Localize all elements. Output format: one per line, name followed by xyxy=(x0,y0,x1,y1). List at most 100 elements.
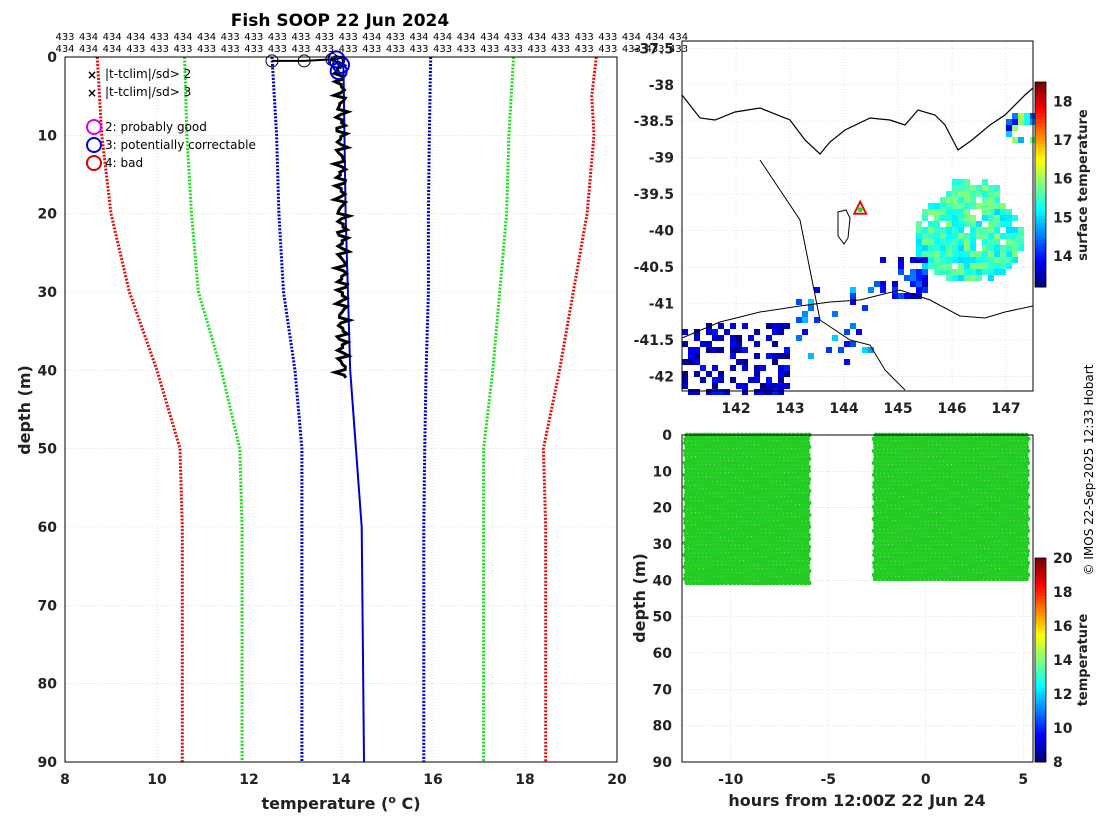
time-depth-point xyxy=(958,484,964,490)
time-depth-point xyxy=(950,504,956,510)
time-depth-point xyxy=(942,512,948,518)
time-depth-point xyxy=(767,536,773,542)
time-depth-point xyxy=(912,576,918,582)
time-depth-point xyxy=(771,556,777,562)
sst-cell xyxy=(958,233,964,239)
time-depth-point xyxy=(701,572,706,578)
time-depth-point xyxy=(702,568,707,574)
time-depth-point xyxy=(769,508,775,514)
time-depth-point xyxy=(787,528,793,534)
temperature-colorbar-segment xyxy=(1035,758,1046,763)
time-depth-point xyxy=(927,540,933,546)
time-depth-point xyxy=(730,440,736,446)
time-depth-point xyxy=(883,448,889,454)
sst-cell xyxy=(772,341,778,347)
time-depth-point xyxy=(1010,552,1016,558)
legend-green-label: |t-tclim|/sd> 2 xyxy=(105,67,191,81)
sst-cell xyxy=(958,257,964,263)
time-depth-point xyxy=(910,436,916,442)
time-depth-point xyxy=(693,572,699,578)
time-depth-point xyxy=(803,580,808,586)
time-depth-point xyxy=(938,548,944,554)
climatology-line-clim-mean xyxy=(342,56,365,763)
time-depth-point xyxy=(954,452,960,458)
time-depth-point xyxy=(960,476,966,482)
time-depth-point xyxy=(765,484,771,490)
count-label: 434 xyxy=(126,32,145,43)
time-depth-point xyxy=(916,440,921,446)
time-depth-point xyxy=(760,444,766,450)
time-depth-point xyxy=(917,572,923,578)
time-depth-point xyxy=(1025,472,1030,478)
sst-cell xyxy=(766,383,772,389)
time-depth-point xyxy=(988,464,993,470)
time-depth-point xyxy=(909,472,915,478)
time-depth-point xyxy=(966,460,971,466)
time-depth-point xyxy=(1024,456,1030,462)
time-depth-point xyxy=(988,512,994,518)
time-depth-point xyxy=(786,556,792,562)
time-depth-point xyxy=(901,500,907,506)
time-depth-point xyxy=(1008,536,1014,542)
sst-cell xyxy=(928,233,934,239)
time-depth-point xyxy=(988,488,994,494)
sst-cell xyxy=(928,257,934,263)
sst-cell xyxy=(766,377,772,383)
time-depth-point xyxy=(940,464,946,470)
sst-cell xyxy=(934,239,940,245)
time-depth-point xyxy=(714,540,719,546)
time-depth-point xyxy=(698,444,704,450)
time-depth-point xyxy=(898,532,903,538)
time-depth-point xyxy=(702,440,708,446)
time-depth-point xyxy=(987,440,993,446)
time-depth-point xyxy=(772,572,778,578)
time-depth-point xyxy=(727,512,733,518)
time-depth-point xyxy=(749,560,755,566)
time-depth-point xyxy=(997,436,1003,442)
time-depth-point xyxy=(875,572,881,578)
time-depth-point xyxy=(716,480,722,486)
time-depth-point xyxy=(984,512,990,518)
sst-cell xyxy=(958,275,964,281)
time-depth-point xyxy=(1013,520,1019,526)
time-depth-point xyxy=(730,564,736,570)
time-depth-point xyxy=(879,492,884,498)
time-depth-point xyxy=(993,516,999,522)
time-depth-point xyxy=(958,440,963,446)
sst-cell xyxy=(850,293,856,299)
time-depth-point xyxy=(979,460,985,466)
sst-cell xyxy=(916,251,922,257)
time-depth-point xyxy=(943,564,949,570)
time-depth-point xyxy=(739,560,745,566)
time-depth-point xyxy=(943,544,949,550)
time-depth-point xyxy=(977,444,982,450)
time-depth-point xyxy=(693,516,699,522)
time-depth-point xyxy=(954,576,960,582)
time-depth-point xyxy=(965,484,971,490)
time-depth-point xyxy=(972,460,978,466)
legend-magenta-circle-icon xyxy=(86,119,102,135)
time-depth-point xyxy=(702,488,708,494)
time-depth-point xyxy=(899,516,905,522)
time-depth-point xyxy=(732,468,738,474)
time-depth-point xyxy=(908,576,914,582)
time-depth-point xyxy=(783,580,788,586)
sst-colorbar-segment xyxy=(1035,276,1046,281)
time-depth-point xyxy=(750,456,756,462)
sst-cell xyxy=(934,251,940,257)
time-depth-point xyxy=(965,548,971,554)
time-depth-point xyxy=(801,452,807,458)
time-depth-point xyxy=(945,468,951,474)
time-depth-point xyxy=(682,448,688,454)
sst-cell xyxy=(772,383,778,389)
time-depth-point xyxy=(871,436,877,442)
time-depth-point xyxy=(976,436,982,442)
time-depth-point xyxy=(687,536,693,542)
time-depth-point xyxy=(880,476,886,482)
time-depth-point xyxy=(1006,464,1012,470)
sst-cell xyxy=(934,209,940,215)
time-depth-point xyxy=(709,556,714,562)
time-depth-point xyxy=(973,560,979,566)
time-depth-point xyxy=(976,544,981,550)
time-depth-point xyxy=(799,512,805,518)
